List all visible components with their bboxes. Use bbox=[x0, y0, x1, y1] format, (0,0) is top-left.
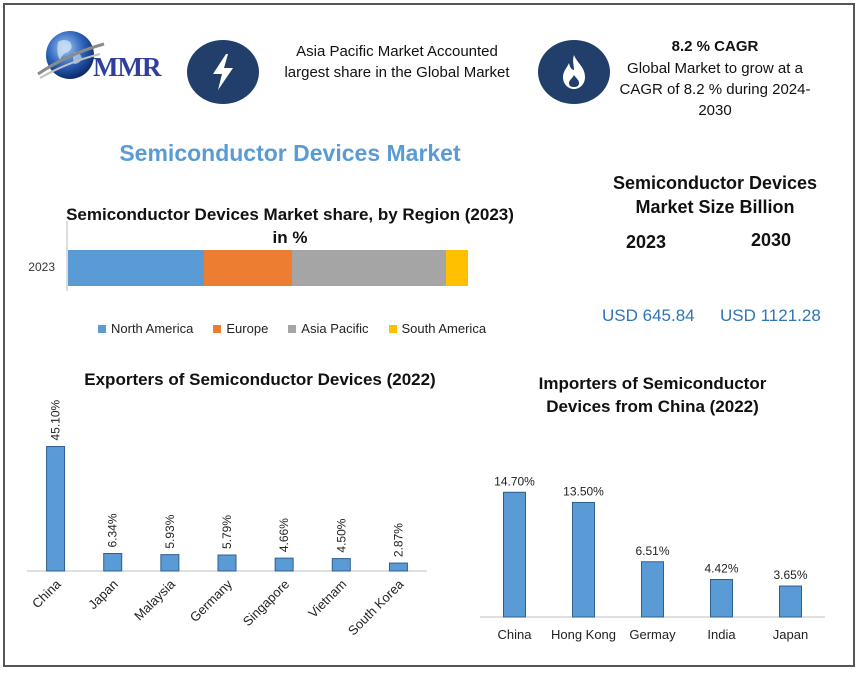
logo bbox=[30, 22, 110, 94]
region-bar-north-america bbox=[68, 250, 204, 286]
tick-label: China bbox=[498, 627, 533, 642]
logo-text: MMR bbox=[93, 52, 161, 82]
tick-label: Singapore bbox=[240, 577, 293, 630]
globe-icon bbox=[37, 31, 105, 79]
exporters-chart: 45.10% China 6.34% Japan 5.93% Malaysia 5.79% G… bbox=[27, 400, 427, 638]
market-value-2030: USD 1121.28 bbox=[720, 306, 821, 325]
data-label: 5.79% bbox=[220, 515, 234, 549]
exporters-chart-title: Exporters of Semiconductor Devices (2022… bbox=[84, 370, 436, 389]
legend-item-europe: Europe bbox=[213, 321, 268, 336]
market-year-2023: 2023 bbox=[626, 232, 667, 252]
importers-chart-title: Importers of Semiconductor Devices from … bbox=[538, 374, 767, 416]
data-label: 4.42% bbox=[704, 561, 738, 575]
legend-item-north-america: North America bbox=[98, 321, 193, 336]
info-circle-2 bbox=[538, 40, 610, 104]
data-label: 2.87% bbox=[391, 523, 405, 557]
legend-swatch bbox=[213, 324, 222, 333]
region-bar-asia-pacific bbox=[292, 250, 446, 286]
bar-japan bbox=[103, 553, 123, 572]
bar-germay bbox=[641, 561, 664, 618]
info-text-1: Asia Pacific Market Accounted largest sh… bbox=[284, 43, 510, 81]
tick-label: Vietnam bbox=[305, 577, 349, 621]
tick-label: Japan bbox=[773, 627, 808, 642]
region-chart: 2023 bbox=[28, 221, 468, 291]
bar-malaysia bbox=[160, 554, 180, 572]
bar-hong-kong bbox=[572, 501, 595, 618]
market-year-2030: 2030 bbox=[751, 230, 792, 250]
region-chart-title: Semiconductor Devices Market share, by R… bbox=[66, 205, 514, 247]
bar-japan bbox=[779, 585, 802, 618]
tick-label: Germany bbox=[187, 576, 236, 625]
data-label: 3.65% bbox=[773, 568, 807, 582]
info-title-2: 8.2 % CAGR bbox=[671, 38, 759, 55]
data-label: 6.34% bbox=[106, 513, 120, 547]
tick-label: Malaysia bbox=[131, 576, 178, 623]
data-label: 6.51% bbox=[635, 544, 669, 558]
info-text-2: Global Market to grow at a CAGR of 8.2 %… bbox=[619, 60, 811, 119]
market-size-title: Semiconductor Devices Market Size Billio… bbox=[612, 173, 818, 217]
legend-swatch bbox=[388, 324, 397, 333]
bar-south-korea bbox=[388, 562, 408, 572]
legend-label: Asia Pacific bbox=[301, 321, 369, 336]
data-label: 4.50% bbox=[334, 518, 348, 552]
legend-label: Europe bbox=[226, 321, 269, 336]
region-legend: North America Europe Asia Pacific South … bbox=[98, 321, 486, 336]
tick-label: China bbox=[29, 576, 64, 611]
region-bar-europe bbox=[204, 250, 292, 286]
data-label: 4.66% bbox=[277, 518, 291, 552]
tick-label: India bbox=[707, 627, 736, 642]
legend-item-asia-pacific: Asia Pacific bbox=[288, 321, 369, 336]
region-category-label: 2023 bbox=[28, 260, 55, 274]
data-label: 5.93% bbox=[163, 514, 177, 548]
tick-label: Germay bbox=[629, 627, 676, 642]
legend-swatch bbox=[98, 324, 106, 333]
bar-china bbox=[46, 446, 66, 572]
lightning-icon bbox=[213, 54, 233, 90]
tick-label: Hong Kong bbox=[551, 627, 616, 642]
bar-china bbox=[503, 491, 526, 618]
legend-label: North America bbox=[111, 321, 194, 336]
bar-india bbox=[710, 578, 733, 618]
page-frame bbox=[3, 3, 855, 667]
page-title: Semiconductor Devices Market bbox=[119, 140, 461, 166]
bar-germany bbox=[217, 554, 237, 572]
info-circle-1 bbox=[187, 40, 259, 104]
market-value-2023: USD 645.84 bbox=[602, 306, 695, 325]
importers-chart: 14.70% China 13.50% Hong Kong 6.51% Germay 4.4… bbox=[480, 474, 825, 642]
tick-label: Japan bbox=[85, 577, 121, 613]
bar-vietnam bbox=[331, 558, 351, 572]
legend-label: South America bbox=[401, 321, 487, 336]
legend-item-south-america: South America bbox=[388, 321, 487, 336]
data-label: 45.10% bbox=[49, 400, 63, 441]
flame-icon bbox=[563, 55, 585, 89]
data-label: 13.50% bbox=[563, 484, 604, 498]
bar-singapore bbox=[274, 557, 294, 572]
legend-swatch bbox=[288, 324, 297, 333]
tick-label: South Korea bbox=[345, 576, 407, 638]
data-label: 14.70% bbox=[494, 474, 535, 488]
region-bar-south-america bbox=[446, 250, 468, 286]
